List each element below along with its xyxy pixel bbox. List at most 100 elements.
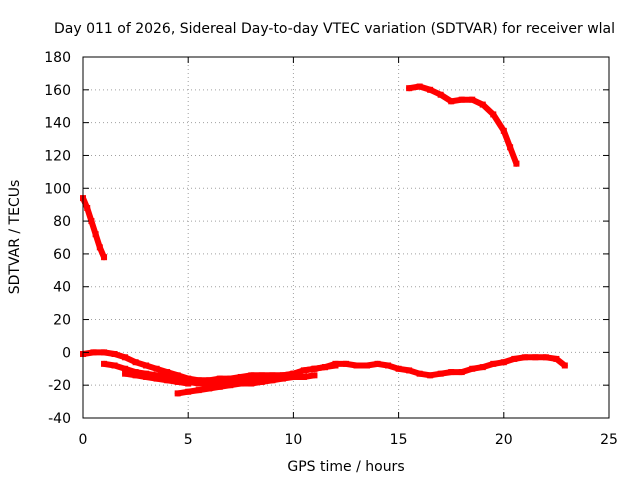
data-point	[311, 372, 318, 379]
data-point	[427, 372, 434, 379]
data-point	[185, 388, 192, 395]
data-point	[237, 373, 244, 380]
x-tick-label: 5	[184, 432, 193, 448]
data-point	[101, 254, 108, 261]
data-point	[185, 375, 192, 382]
data-point	[96, 244, 103, 251]
data-point	[174, 375, 181, 382]
data-point	[227, 375, 234, 382]
data-point	[507, 144, 514, 151]
data-point	[532, 354, 539, 361]
data-point	[143, 370, 150, 377]
data-point	[269, 377, 276, 384]
data-point	[248, 375, 255, 382]
data-point	[406, 367, 413, 374]
x-tick-label: 25	[600, 432, 618, 448]
data-point	[174, 372, 181, 379]
y-axis-title: SDTVAR / TECUs	[7, 180, 23, 295]
tick-labels: 0 5 10 15 20 25 -40 -20 0 20 40 60 80 100 120 140 160 180	[44, 50, 618, 448]
data-point	[448, 369, 455, 376]
data-point	[258, 378, 265, 385]
data-point	[258, 372, 265, 379]
y-tick-label: 40	[53, 280, 71, 296]
data-point	[448, 98, 455, 105]
data-point	[237, 380, 244, 387]
data-point	[153, 372, 160, 379]
data-point	[479, 364, 486, 371]
data-point	[395, 365, 402, 372]
y-tick-label: 160	[44, 83, 71, 99]
x-tick-label: 10	[284, 432, 302, 448]
data-point	[469, 96, 476, 103]
data-point	[258, 375, 265, 382]
data-point	[290, 373, 297, 380]
data-point	[500, 359, 507, 366]
data-point	[111, 362, 118, 369]
data-point	[216, 383, 223, 390]
data-point	[92, 231, 99, 238]
data-point	[227, 378, 234, 385]
data-point	[143, 362, 150, 369]
data-point	[153, 375, 160, 382]
data-point	[279, 372, 286, 379]
data-point	[174, 390, 181, 397]
data-point	[490, 360, 497, 367]
plot-frame	[82, 56, 610, 419]
y-tick-label: 20	[53, 313, 71, 329]
data-point	[132, 359, 139, 366]
data-point	[321, 364, 328, 371]
data-point	[195, 387, 202, 394]
y-tick-label: -20	[48, 378, 71, 394]
data-point	[206, 377, 213, 384]
data-point	[458, 96, 465, 103]
data-point	[437, 370, 444, 377]
data-point	[206, 385, 213, 392]
data-point	[185, 380, 192, 387]
data-point	[542, 354, 549, 361]
y-tick-label: 100	[44, 181, 71, 197]
data-point	[343, 360, 349, 367]
data-point	[132, 369, 139, 376]
data-point	[553, 355, 560, 362]
data-point	[216, 375, 223, 382]
data-point	[164, 369, 171, 376]
x-axis-title: GPS time / hours	[287, 459, 404, 475]
data-point	[164, 377, 171, 384]
data-point	[561, 362, 568, 369]
chart-title: Day 011 of 2026, Sidereal Day-to-day VTE…	[54, 21, 615, 37]
data-point	[227, 382, 234, 389]
data-point	[374, 360, 381, 367]
data-point	[122, 354, 129, 361]
data-point	[458, 369, 465, 376]
data-point	[248, 372, 255, 379]
data-point	[122, 370, 129, 377]
x-tick-label: 15	[390, 432, 408, 448]
data-point	[101, 349, 108, 356]
data-point	[122, 365, 129, 372]
data-point	[364, 362, 371, 369]
data-point	[164, 373, 171, 380]
data-point	[84, 204, 91, 211]
data-point	[279, 375, 286, 382]
data-point	[406, 85, 413, 92]
data-point	[469, 365, 476, 372]
x-tick-label: 20	[495, 432, 513, 448]
data-point	[195, 380, 202, 387]
data-point	[416, 83, 423, 90]
grid-lines	[83, 57, 609, 418]
data-point	[513, 160, 520, 167]
data-point	[479, 101, 486, 108]
data-point	[174, 378, 181, 385]
data-point	[216, 378, 223, 385]
data-point	[101, 360, 108, 367]
data-point	[206, 380, 213, 387]
y-tick-label: 180	[44, 50, 71, 66]
data-point	[437, 91, 444, 98]
data-point	[521, 354, 528, 361]
y-tick-label: 120	[44, 148, 71, 164]
data-point	[237, 377, 244, 384]
data-point	[90, 349, 97, 356]
data-point	[88, 218, 95, 225]
data-point	[427, 86, 434, 93]
